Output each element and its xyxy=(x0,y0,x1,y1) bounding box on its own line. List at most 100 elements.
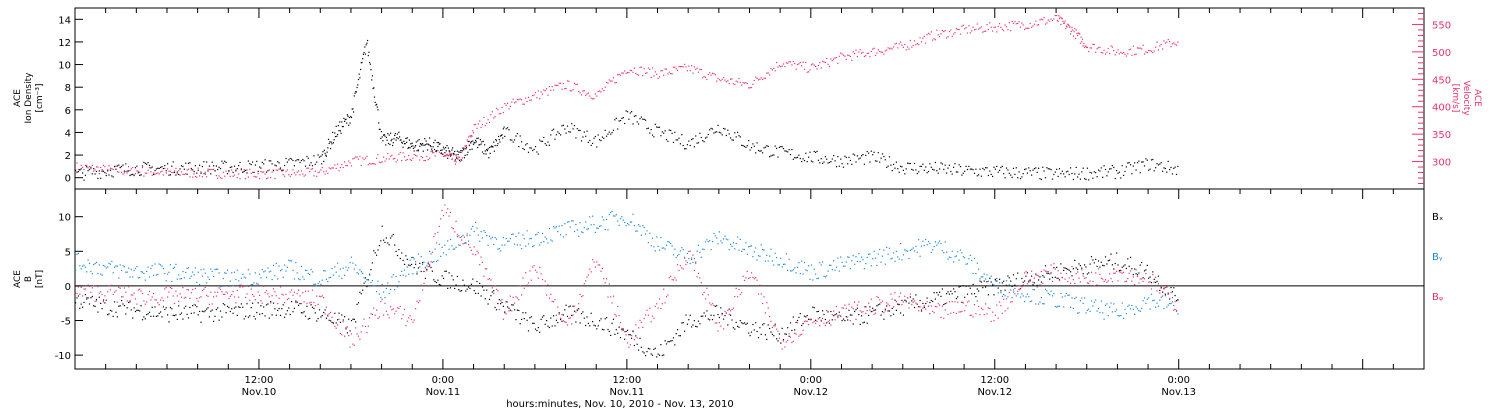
series-1-dot xyxy=(868,52,870,54)
series-1-dot xyxy=(880,261,882,263)
series-0-dot xyxy=(474,142,476,144)
series-0-dot xyxy=(594,325,596,327)
series-0-dot xyxy=(346,122,348,124)
series-2-dot xyxy=(214,291,216,293)
series-2-dot xyxy=(594,266,596,268)
series-0-dot xyxy=(826,158,828,160)
series-2-dot xyxy=(876,296,878,298)
series-2-dot xyxy=(461,239,463,241)
series-1-dot xyxy=(916,251,918,253)
series-0-dot xyxy=(649,348,651,350)
series-0-dot xyxy=(760,333,762,335)
series-0-dot xyxy=(271,314,273,316)
series-1-dot xyxy=(915,44,917,46)
series-0-dot xyxy=(367,39,369,42)
series-2-dot xyxy=(186,288,188,291)
series-1-dot xyxy=(122,265,124,267)
series-1-dot xyxy=(688,258,690,260)
series-0-dot xyxy=(402,259,404,261)
series-1-dot xyxy=(1118,315,1120,317)
series-2-dot xyxy=(331,316,333,318)
series-1-dot xyxy=(533,94,535,96)
series-2-dot xyxy=(313,301,315,304)
series-0-dot xyxy=(1067,268,1069,270)
series-0-dot xyxy=(954,163,956,165)
series-0-dot xyxy=(1143,270,1146,272)
series-0-dot xyxy=(695,325,697,327)
series-1-dot xyxy=(573,230,576,233)
series-0-dot xyxy=(458,289,460,291)
series-1-dot xyxy=(1125,55,1127,57)
series-2-dot xyxy=(639,319,641,321)
series-2-dot xyxy=(643,317,645,320)
series-0-dot xyxy=(639,337,641,339)
series-1-dot xyxy=(610,80,612,82)
series-0-dot xyxy=(1175,173,1178,175)
series-1-dot xyxy=(632,71,634,73)
series-1-dot xyxy=(766,72,768,74)
series-1-dot xyxy=(933,38,935,40)
series-0-dot xyxy=(252,161,254,163)
series-2-dot xyxy=(423,282,425,284)
series-2-dot xyxy=(114,291,116,293)
series-2-dot xyxy=(356,333,358,335)
series-1-dot xyxy=(902,46,904,48)
series-2-dot xyxy=(388,317,390,319)
series-0-dot xyxy=(133,174,135,176)
series-1-dot xyxy=(601,88,603,90)
series-0-dot xyxy=(980,175,982,177)
series-2-dot xyxy=(463,236,465,238)
series-2-dot xyxy=(143,300,145,302)
series-2-dot xyxy=(504,311,506,313)
field-axis-label: ACEB[nT] xyxy=(13,270,45,288)
series-0-dot xyxy=(536,151,538,153)
series-1-dot xyxy=(720,80,722,82)
series-0-dot xyxy=(907,162,909,164)
series-1-dot xyxy=(115,165,117,167)
series-0-dot xyxy=(478,144,480,146)
series-1-dot xyxy=(306,269,308,272)
series-1-dot xyxy=(444,244,446,246)
series-0-dot xyxy=(972,169,974,171)
series-2-dot xyxy=(746,270,748,272)
series-2-dot xyxy=(810,318,812,320)
series-0-dot xyxy=(403,140,405,142)
series-2-dot xyxy=(231,294,233,296)
series-1-dot xyxy=(862,259,864,261)
series-1-dot xyxy=(1124,53,1126,55)
series-2-dot xyxy=(144,303,146,305)
series-1-dot xyxy=(437,150,439,152)
series-0-dot xyxy=(716,131,718,133)
series-0-dot xyxy=(915,294,917,296)
series-1-dot xyxy=(624,221,626,224)
series-0-dot xyxy=(130,174,132,176)
series-1-dot xyxy=(101,274,103,276)
series-0-dot xyxy=(526,319,528,321)
series-2-dot xyxy=(265,290,268,292)
series-0-dot xyxy=(1171,291,1173,293)
series-0-dot xyxy=(409,147,411,149)
series-0-dot xyxy=(752,143,754,145)
series-1-dot xyxy=(165,172,167,174)
series-2-dot xyxy=(1061,277,1063,279)
series-0-dot xyxy=(447,157,449,159)
series-2-dot xyxy=(527,282,530,284)
series-1-dot xyxy=(219,177,222,179)
series-2-dot xyxy=(268,296,270,298)
series-1-dot xyxy=(664,248,666,250)
series-2-dot xyxy=(207,295,209,297)
series-1-dot xyxy=(1056,306,1058,308)
series-2-dot xyxy=(335,327,337,329)
series-2-dot xyxy=(233,296,236,298)
series-0-dot xyxy=(374,252,376,254)
series-0-dot xyxy=(996,165,998,167)
series-1-dot xyxy=(1063,22,1065,24)
series-0-dot xyxy=(144,162,146,164)
series-2-dot xyxy=(157,302,159,304)
series-2-dot xyxy=(750,272,753,274)
series-2-dot xyxy=(1072,279,1074,281)
series-1-dot xyxy=(509,105,511,107)
series-0-dot xyxy=(940,162,942,164)
series-1-dot xyxy=(259,273,261,275)
series-1-dot xyxy=(1157,49,1159,51)
